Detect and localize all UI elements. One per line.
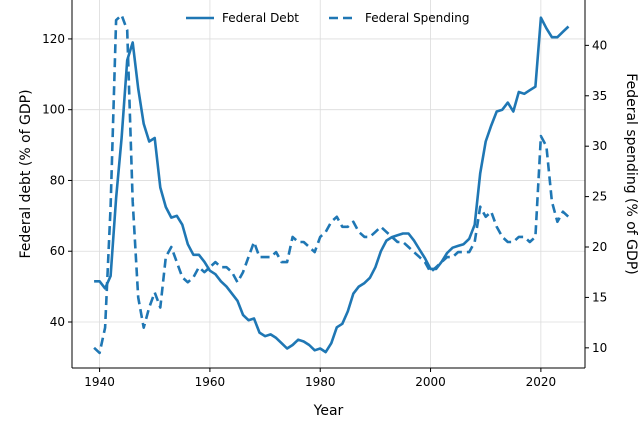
x-axis-title: Year: [313, 403, 344, 419]
y-left-tick-label: 100: [42, 103, 65, 117]
y-right-tick-label: 30: [592, 139, 607, 153]
y-axis-right-title: Federal spending (% of GDP): [623, 73, 639, 274]
x-tick-label: 2020: [526, 375, 557, 389]
y-left-tick-label: 120: [42, 32, 65, 46]
series-layer: [93, 13, 570, 355]
x-tick-label: 1980: [305, 375, 336, 389]
axes: 1940 1960 1980 2000 2020 40 60 80 100 120 10 15 20 25…: [42, 0, 607, 389]
y-right-tick-label: 15: [592, 290, 607, 304]
y-axis-left-title: Federal debt (% of GDP): [18, 89, 34, 258]
y-left-tick-label: 40: [50, 315, 65, 329]
y-right-tick-label: 40: [592, 38, 607, 52]
x-tick-label: 1960: [195, 375, 226, 389]
y-right-tick-label: 35: [592, 89, 607, 103]
legend-label-federal-spending: Federal Spending: [365, 11, 469, 25]
y-left-tick-label: 60: [50, 244, 65, 258]
x-tick-label: 2000: [415, 375, 446, 389]
legend: Federal Debt Federal Spending: [186, 11, 469, 25]
y-right-tick-label: 20: [592, 240, 607, 254]
y-right-tick-label: 25: [592, 190, 607, 204]
series-line-federal-spending: [93, 13, 570, 355]
legend-label-federal-debt: Federal Debt: [222, 11, 299, 25]
y-left-tick-label: 80: [50, 173, 65, 187]
x-tick-label: 1940: [84, 375, 115, 389]
y-right-tick-label: 10: [592, 341, 607, 355]
series-line-federal-debt: [94, 16, 570, 354]
